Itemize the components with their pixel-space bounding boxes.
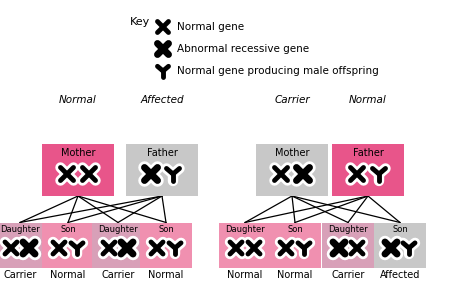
- Text: Carrier: Carrier: [3, 271, 36, 280]
- Bar: [92, 222, 144, 268]
- Bar: [42, 144, 114, 196]
- Text: Affected: Affected: [380, 271, 420, 280]
- Text: Son: Son: [60, 225, 76, 235]
- Bar: [126, 144, 198, 196]
- Text: Mother: Mother: [275, 148, 309, 158]
- Text: Carrier: Carrier: [331, 271, 365, 280]
- Text: Daughter: Daughter: [0, 225, 40, 235]
- Text: Carrier: Carrier: [274, 95, 310, 105]
- Text: Daughter: Daughter: [328, 225, 368, 235]
- Bar: [322, 222, 374, 268]
- Bar: [374, 222, 426, 268]
- Text: Father: Father: [353, 148, 383, 158]
- Text: Carrier: Carrier: [101, 271, 135, 280]
- Text: Affected: Affected: [140, 95, 184, 105]
- Text: Normal: Normal: [50, 271, 86, 280]
- Bar: [332, 144, 404, 196]
- Bar: [219, 222, 271, 268]
- Text: Mother: Mother: [61, 148, 95, 158]
- Text: Normal: Normal: [228, 271, 263, 280]
- Text: Normal: Normal: [277, 271, 313, 280]
- Text: Key: Key: [130, 17, 150, 27]
- Bar: [0, 222, 46, 268]
- Text: Son: Son: [287, 225, 303, 235]
- Bar: [269, 222, 321, 268]
- Text: Normal: Normal: [349, 95, 387, 105]
- Bar: [42, 222, 94, 268]
- Text: Normal gene: Normal gene: [177, 22, 244, 32]
- Text: Daughter: Daughter: [225, 225, 265, 235]
- Text: Father: Father: [146, 148, 177, 158]
- Bar: [256, 144, 328, 196]
- Bar: [140, 222, 192, 268]
- Text: Normal: Normal: [59, 95, 97, 105]
- Text: Son: Son: [392, 225, 408, 235]
- Text: Son: Son: [158, 225, 174, 235]
- Text: Normal gene producing male offspring: Normal gene producing male offspring: [177, 66, 379, 76]
- Text: Normal: Normal: [148, 271, 184, 280]
- Text: Abnormal recessive gene: Abnormal recessive gene: [177, 44, 309, 54]
- Text: Daughter: Daughter: [98, 225, 138, 235]
